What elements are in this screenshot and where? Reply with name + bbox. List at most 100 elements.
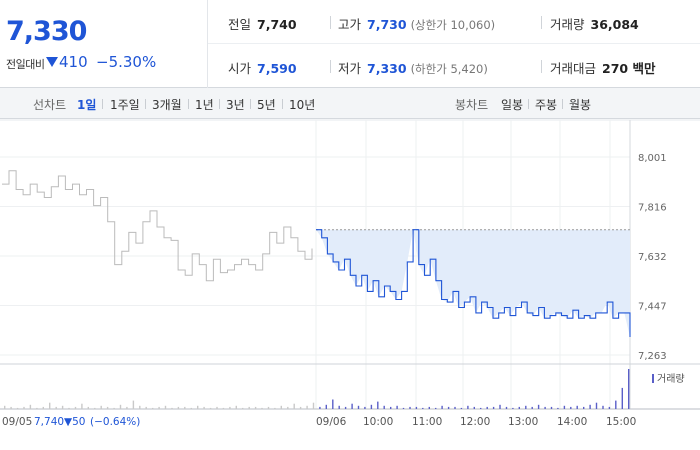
quote-info-row-1: 전일 7,740 고가 7,730 (상한가 10,060) 거래량 36,084 xyxy=(208,0,700,44)
volume-bar xyxy=(383,405,385,409)
period-tab-10y[interactable]: 10년 xyxy=(289,98,316,112)
volume-bar xyxy=(364,406,366,409)
price-chart[interactable]: 8,001 7,816 7,632 7,447 7,263 거래량 09/05 7,740… xyxy=(0,119,700,450)
volume-bar xyxy=(486,406,488,409)
volume-bar xyxy=(235,405,237,409)
volume-bar xyxy=(139,405,141,409)
candle-chart-label: 봉차트 xyxy=(455,98,489,112)
volume-bar xyxy=(74,406,77,409)
volume-bar xyxy=(615,400,617,409)
volume-bar xyxy=(36,407,38,409)
volume-bar xyxy=(589,404,591,409)
volume-bar xyxy=(42,406,44,409)
quote-info-row-2: 시가 7,590 저가 7,330 (하한가 5,420) 거래대금 270 백만 xyxy=(208,44,700,88)
volume-bar xyxy=(499,404,501,409)
volume-bar xyxy=(177,406,180,409)
volume-bar xyxy=(351,403,353,409)
period-tab-1y[interactable]: 1년 xyxy=(195,98,214,112)
volume-bar xyxy=(332,399,334,409)
period-tab-5y[interactable]: 5년 xyxy=(257,98,276,112)
x-tick-label: 13:00 xyxy=(508,416,538,428)
volume-bar xyxy=(261,407,263,409)
candle-tab-weekly[interactable]: 주봉 xyxy=(535,98,558,112)
change-percent: −5.30% xyxy=(96,53,157,71)
divider xyxy=(145,99,146,109)
volume-bar xyxy=(293,403,295,409)
info-value: 7,740 xyxy=(257,17,297,32)
volume-bar xyxy=(152,407,154,409)
volume-bar xyxy=(525,405,527,409)
x-tick-label: 11:00 xyxy=(412,416,442,428)
volume-bar xyxy=(274,407,276,409)
info-key: 전일 xyxy=(228,17,252,32)
volume-bar xyxy=(415,406,418,409)
volume-bar xyxy=(390,406,392,409)
volume-bar xyxy=(583,406,585,409)
down-arrow-icon xyxy=(46,57,58,67)
volume-bar xyxy=(576,405,578,409)
info-value: 270 백만 xyxy=(602,61,656,76)
volume-cell: 거래량 36,084 xyxy=(550,14,639,33)
volume-bar xyxy=(467,405,469,409)
period-tab-3m[interactable]: 3개월 xyxy=(152,98,182,112)
volume-bar xyxy=(563,405,566,409)
volume-bar xyxy=(306,405,308,409)
candle-tab-monthly[interactable]: 월봉 xyxy=(569,98,592,112)
divider xyxy=(541,16,542,29)
volume-bar xyxy=(325,404,327,409)
divider xyxy=(330,60,331,73)
volume-bar xyxy=(570,406,572,409)
volume-bar xyxy=(113,407,115,409)
volume-bar xyxy=(299,406,302,409)
x-tick-label: 12:00 xyxy=(460,416,490,428)
info-value: 7,330 xyxy=(367,61,407,76)
volume-bar xyxy=(319,406,321,409)
volume-bar xyxy=(229,406,231,409)
volume-bar xyxy=(4,405,6,409)
volume-bar xyxy=(402,407,405,409)
volume-bar xyxy=(473,406,475,409)
volume-bar xyxy=(10,406,12,409)
volume-bar xyxy=(203,406,205,409)
x-tick-label-prev-date: 09/05 xyxy=(2,416,32,428)
divider xyxy=(282,99,283,109)
volume-bars: 거래량 xyxy=(4,369,685,409)
low-price-cell: 저가 7,330 (하한가 5,420) xyxy=(338,58,488,77)
volume-bar xyxy=(119,404,122,409)
volume-bar xyxy=(602,405,604,409)
volume-bar xyxy=(61,405,64,409)
period-tab-1w[interactable]: 1주일 xyxy=(110,98,140,112)
volume-bar xyxy=(435,407,437,409)
volume-bar xyxy=(81,403,83,409)
prev-day-close-value: 7,740 xyxy=(34,416,64,428)
volume-bar xyxy=(608,406,611,409)
volume-bar xyxy=(460,407,463,409)
x-tick-label: 15:00 xyxy=(606,416,636,428)
y-tick-label: 8,001 xyxy=(638,153,667,164)
quote-header: 7,330 전일대비 410 −5.30% 전일 7,740 고가 7,730 (상한… xyxy=(0,0,700,88)
candle-tab-daily[interactable]: 일봉 xyxy=(501,98,524,112)
volume-bar xyxy=(132,400,135,409)
volume-bar xyxy=(447,406,450,409)
volume-bar xyxy=(29,404,32,409)
price-area-fill xyxy=(316,229,630,337)
current-price: 7,330 xyxy=(6,16,87,47)
info-sub: (하한가 5,420) xyxy=(410,62,488,76)
volume-bar xyxy=(428,406,430,409)
volume-bar xyxy=(518,406,520,409)
volume-bar xyxy=(87,406,89,409)
volume-bar xyxy=(222,407,225,409)
volume-bar xyxy=(512,407,514,409)
period-tab-1d[interactable]: 1일 xyxy=(77,98,97,112)
series-line-today xyxy=(316,229,631,337)
volume-bar xyxy=(248,406,250,409)
volume-bar xyxy=(287,406,289,409)
period-tab-3y[interactable]: 3년 xyxy=(226,98,245,112)
x-tick-label-current-date: 09/06 xyxy=(316,416,347,428)
volume-legend-swatch xyxy=(652,374,654,383)
volume-bar xyxy=(100,405,102,409)
divider xyxy=(188,99,189,109)
prev-day-change-value: ▼50 xyxy=(64,416,85,428)
open-price-cell: 시가 7,590 xyxy=(228,58,297,77)
volume-bar xyxy=(505,406,508,409)
